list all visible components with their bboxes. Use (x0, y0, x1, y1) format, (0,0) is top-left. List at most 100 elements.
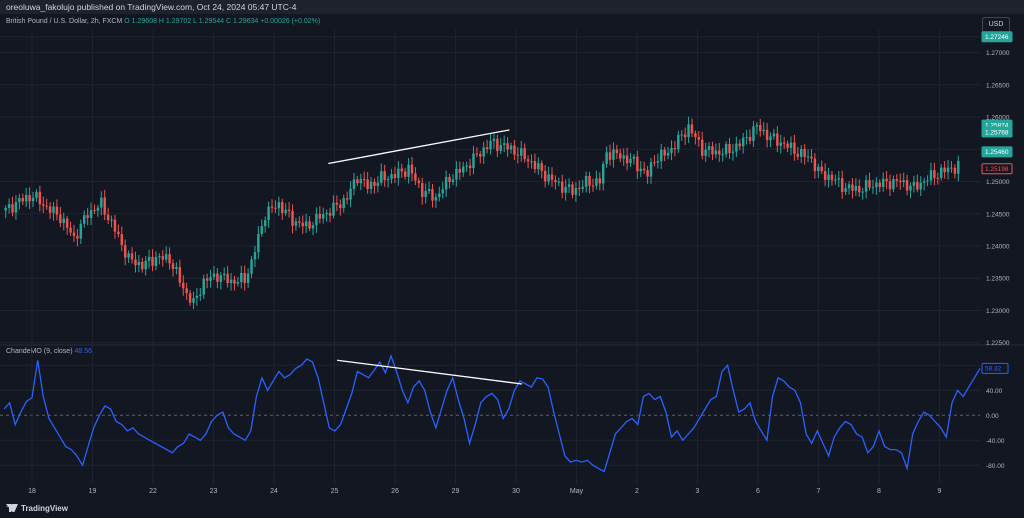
candle-body (38, 191, 42, 205)
candle-body (776, 133, 779, 146)
candle-body (690, 124, 694, 134)
indicator-title: ChandeMO (9, close) (6, 348, 73, 355)
candle-body (106, 214, 110, 220)
price-tick-label: 1.26500 (986, 82, 1010, 89)
candle-body (359, 179, 363, 184)
candle-body (195, 295, 199, 299)
candle-body (362, 179, 366, 181)
candle-body (441, 189, 444, 194)
price-badge (981, 31, 1013, 43)
candle-body (287, 209, 291, 212)
candle-body (588, 175, 591, 186)
candle-body (134, 259, 137, 266)
candle-body (274, 207, 277, 209)
candle-body (479, 153, 482, 157)
candle-body (236, 282, 240, 284)
tradingview-logo[interactable]: TradingView (6, 504, 68, 513)
candle-body (24, 194, 28, 202)
candle-body (185, 288, 188, 294)
candle-body (42, 204, 45, 206)
candle-body (369, 181, 373, 189)
symbol-title: British Pound / U.S. Dollar, 2h, FXCM (6, 18, 123, 25)
candle-body (458, 168, 462, 173)
candle-body (482, 147, 485, 157)
candle-body (844, 188, 847, 192)
candle-body (212, 273, 216, 278)
price-tick-label: 1.25000 (986, 179, 1010, 186)
candle-body (899, 180, 902, 183)
candle-body (543, 170, 547, 182)
candle-body (851, 184, 854, 191)
candle-body (383, 171, 386, 181)
price-badge (981, 126, 1013, 138)
candle-body (769, 136, 772, 141)
candle-body (509, 145, 513, 150)
candle-body (793, 142, 796, 154)
candle-body (700, 139, 704, 156)
candle-body (410, 164, 414, 174)
candle-body (502, 143, 506, 146)
candle-body (905, 180, 909, 191)
candle-body (127, 253, 130, 258)
candle-body (339, 204, 342, 209)
candle-body (499, 145, 503, 151)
candle-body (342, 198, 345, 209)
candle-body (724, 143, 728, 155)
candle-body (694, 133, 697, 138)
candle-body (875, 182, 878, 188)
candle-body (782, 142, 786, 144)
candle-body (567, 184, 571, 187)
candle-body (683, 134, 687, 138)
price-badge-label: 1.25768 (985, 129, 1009, 136)
indicator-value-badge-label: 58.32 (985, 366, 1002, 373)
candle-body (421, 183, 424, 198)
candle-body (601, 163, 605, 184)
candle-body (847, 184, 851, 189)
candle-body (62, 218, 65, 224)
candle-body (598, 178, 602, 184)
candle-body (83, 215, 86, 224)
candle-body (141, 261, 144, 270)
price-tick-label: 1.24000 (986, 243, 1010, 250)
candle-body (745, 137, 748, 139)
candle-body (752, 126, 755, 141)
candle-body (100, 197, 103, 208)
time-tick-label: 9 (938, 488, 942, 495)
candle-body (881, 178, 885, 188)
candle-body (697, 137, 701, 140)
candle-body (578, 187, 581, 189)
candle-body (240, 273, 243, 283)
candle-body (45, 205, 48, 207)
candle-body (270, 206, 274, 208)
ohlc-values: O 1.29608 H 1.29702 L 1.29544 C 1.29634 … (124, 18, 321, 25)
candle-body (472, 153, 475, 169)
candle-body (540, 163, 543, 171)
candle-body (953, 167, 957, 174)
candle-body (574, 187, 578, 195)
candle-body (202, 278, 205, 295)
indicator-tick-label: 0.00 (986, 413, 999, 420)
candle-body (711, 146, 714, 155)
candle-body (772, 133, 776, 137)
candle-body (86, 215, 89, 218)
candle-body (233, 279, 236, 284)
candle-body (226, 273, 229, 283)
candle-body (345, 198, 349, 200)
indicator-value: 48.56 (74, 348, 93, 355)
time-tick-label: 30 (512, 488, 520, 495)
candle-body (608, 152, 612, 160)
candle-body (7, 204, 11, 208)
candle-body (738, 143, 742, 147)
price-tick-label: 1.24500 (986, 211, 1010, 218)
candle-body (810, 156, 813, 159)
indicator-tick-label: -80.00 (986, 463, 1005, 470)
candle-body (803, 148, 806, 157)
candle-body (356, 179, 359, 184)
candle-body (957, 160, 960, 174)
candle-body (492, 138, 496, 141)
candle-body (639, 168, 642, 172)
candle-body (584, 175, 588, 187)
candle-body (663, 149, 666, 156)
candle-body (861, 191, 864, 193)
